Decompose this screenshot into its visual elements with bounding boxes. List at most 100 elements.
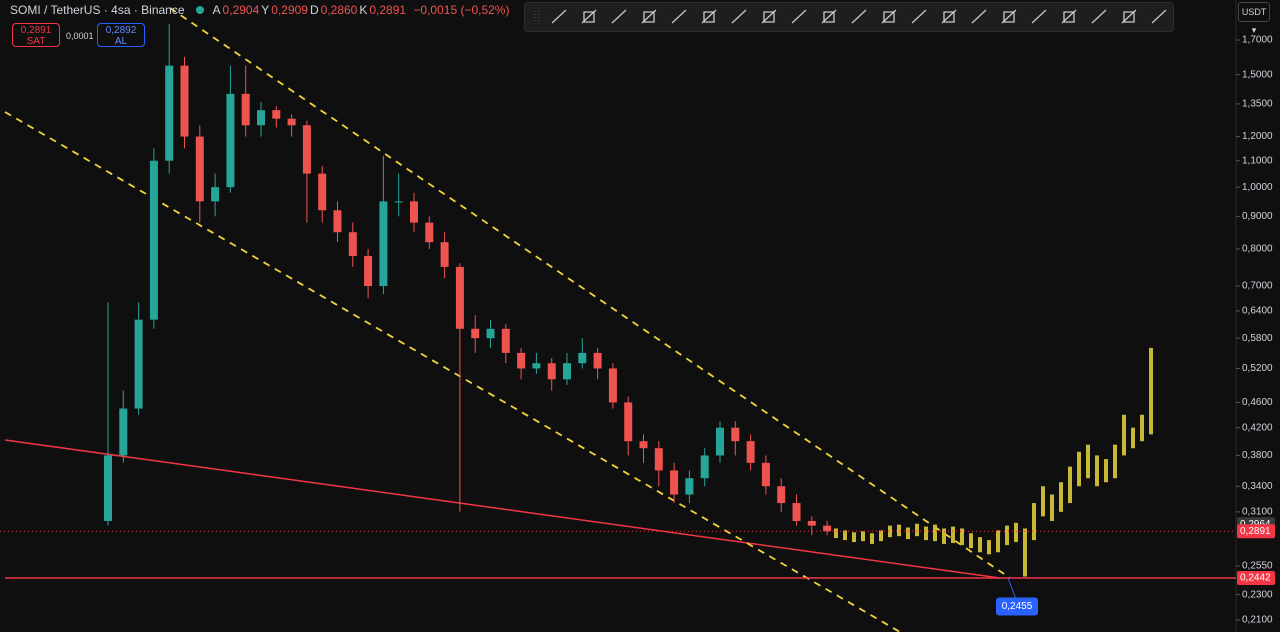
candle-body [792,503,801,521]
tool-icon [671,9,687,24]
tool-icon [581,9,597,24]
tool-button[interactable] [1121,9,1137,24]
y-tick-label: 0,5800 [1242,333,1273,344]
tool-button[interactable] [671,9,687,24]
sell-price: 0,2891 [20,25,52,36]
candle-body [287,118,296,126]
tool-icon [851,9,867,24]
ohlc-key: D [309,3,319,17]
tool-button[interactable] [701,9,717,24]
toolbar-grip [534,11,540,23]
candle-body [624,402,633,442]
projection-bar [987,540,991,555]
tool-button[interactable] [821,9,837,24]
tool-button[interactable] [1001,9,1017,24]
candle-body [608,368,617,403]
tool-button[interactable] [1031,9,1047,24]
candle-body [501,328,510,353]
tool-button[interactable] [971,9,987,24]
candle-body [746,441,755,463]
projection-bar [915,523,919,537]
tool-button[interactable] [611,9,627,24]
y-tick-label: 0,8000 [1242,244,1273,255]
candle-body [257,110,265,126]
tool-button[interactable] [731,9,747,24]
tool-button[interactable] [1091,9,1107,24]
currency: USDT [1241,7,1267,17]
projection-bar [1122,414,1126,456]
candle-body [394,201,403,203]
projection-bar [942,528,946,545]
change: −0,0015 (−0,52%) [413,3,510,17]
ohlc-value: 0,2904 [222,3,260,17]
tool-button[interactable] [581,9,597,24]
candle-body [654,448,663,471]
candle-body [364,256,373,287]
projection-bar [897,524,901,537]
projection-bar [978,537,982,553]
channel-upper [169,7,1011,579]
projection-bar [1140,414,1144,442]
y-tick-label: 0,2100 [1242,614,1273,625]
sell-button[interactable]: 0,2891 SAT [12,23,60,47]
candle-body [195,136,204,202]
buy-label: AL [114,36,128,47]
projection-bar [1113,444,1117,479]
projection-bar [1068,466,1072,504]
ohlc-value: 0,2860 [320,3,358,17]
y-tick-label: 0,3400 [1242,481,1273,492]
tool-button[interactable] [1151,9,1167,24]
candle-body [211,187,220,202]
currency-select[interactable]: USDT ▾ [1238,2,1270,35]
tool-icon [1031,9,1047,24]
tool-button[interactable] [791,9,807,24]
tool-icon [911,9,927,24]
projection-bar [1095,455,1099,487]
tool-icon [641,9,657,24]
y-tick-label: 1,3500 [1242,99,1273,110]
tool-button[interactable] [881,9,897,24]
tool-icon [971,9,987,24]
tool-button[interactable] [641,9,657,24]
spread: 0,0001 [66,31,94,41]
tool-button[interactable] [851,9,867,24]
candle-body [578,352,587,364]
y-tick-label: 0,2550 [1242,561,1273,572]
projection-bar [1077,451,1081,487]
buy-price: 0,2892 [105,25,137,36]
candle-body [348,232,357,257]
candle-body [149,160,158,320]
projection-bar [1014,522,1018,543]
price-tag-label: 0,2891 [1240,526,1271,537]
projection-bar [843,530,847,541]
projection-bar [888,525,892,538]
drawing-toolbar [524,2,1174,32]
symbol: SOMI / TetherUS · 4sa · Binance [10,3,185,17]
tool-button[interactable] [551,9,567,24]
projection-bar [852,532,856,543]
candle-body [119,408,128,456]
candle-body [532,363,541,369]
tool-button[interactable] [1061,9,1077,24]
projection-bar [1041,486,1045,517]
candle-body [639,441,648,449]
tool-button[interactable] [941,9,957,24]
projection-bar [933,524,937,542]
candle-body [165,65,174,161]
projection-bar [870,533,874,545]
tool-button[interactable] [761,9,777,24]
ohlc-key: Y [261,3,270,17]
y-tick-label: 1,7000 [1242,35,1273,46]
symbol-header: SOMI / TetherUS · 4sa · Binance A 0,2904 Y… [10,3,511,17]
tool-button[interactable] [911,9,927,24]
y-tick-label: 0,4600 [1242,397,1273,408]
buy-button[interactable]: 0,2892 AL [97,23,145,47]
candle-body [716,427,724,456]
tool-icon [611,9,627,24]
projection-bar [1104,459,1108,483]
tool-icon [791,9,807,24]
ohlc-value: 0,2891 [369,3,407,17]
projection-bar [1005,525,1009,546]
